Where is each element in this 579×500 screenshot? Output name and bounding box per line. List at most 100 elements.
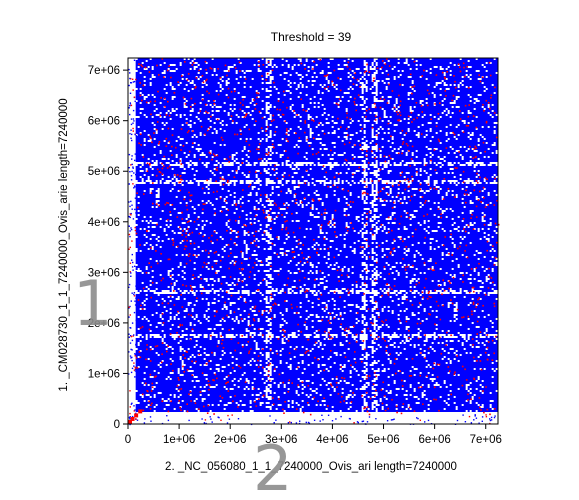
forward-match-strip bbox=[271, 60, 286, 62]
forward-match-strip bbox=[345, 60, 352, 62]
forward-match-strip bbox=[347, 64, 364, 66]
forward-match-strip bbox=[191, 124, 222, 126]
forward-match-strip bbox=[463, 156, 470, 158]
forward-match-strip bbox=[419, 332, 434, 334]
forward-match-strip bbox=[285, 320, 312, 322]
forward-match-strip bbox=[491, 114, 496, 116]
forward-match-strip bbox=[449, 394, 474, 396]
forward-match-strip bbox=[151, 78, 182, 80]
forward-match-strip bbox=[455, 246, 498, 248]
forward-match-strip bbox=[251, 102, 266, 104]
forward-match-strip bbox=[431, 366, 498, 368]
forward-match-strip bbox=[423, 190, 426, 192]
forward-match-strip bbox=[315, 344, 320, 346]
sparse-match-point bbox=[134, 197, 137, 199]
forward-match-strip bbox=[199, 144, 220, 146]
forward-match-strip bbox=[307, 164, 310, 166]
forward-match-strip bbox=[135, 268, 138, 270]
forward-match-strip bbox=[473, 322, 492, 324]
forward-match-strip bbox=[209, 302, 212, 304]
reverse-match-point bbox=[410, 195, 413, 198]
forward-match-strip bbox=[351, 138, 362, 140]
forward-match-strip bbox=[171, 394, 174, 396]
forward-match-strip bbox=[373, 134, 376, 136]
forward-match-strip bbox=[367, 70, 376, 72]
forward-match-strip bbox=[137, 164, 142, 166]
reverse-match-point bbox=[173, 304, 176, 306]
reverse-match-point bbox=[387, 407, 389, 410]
forward-match-strip bbox=[281, 312, 294, 314]
forward-match-strip bbox=[443, 212, 462, 214]
forward-match-strip bbox=[231, 402, 236, 404]
forward-match-strip bbox=[413, 312, 418, 314]
forward-match-strip bbox=[347, 164, 350, 166]
forward-match-strip bbox=[321, 344, 324, 346]
forward-match-strip bbox=[415, 256, 466, 258]
forward-match-strip bbox=[467, 352, 470, 354]
forward-match-strip bbox=[135, 404, 148, 406]
forward-match-strip bbox=[377, 192, 386, 194]
forward-match-strip bbox=[367, 64, 372, 66]
forward-match-strip bbox=[281, 382, 288, 384]
forward-match-strip bbox=[397, 358, 406, 360]
forward-match-strip bbox=[311, 270, 316, 272]
forward-match-strip bbox=[235, 278, 238, 280]
forward-match-strip bbox=[271, 296, 306, 298]
forward-match-strip bbox=[135, 368, 178, 370]
forward-match-strip bbox=[485, 108, 498, 110]
forward-match-strip bbox=[271, 134, 274, 136]
forward-match-strip bbox=[233, 162, 236, 164]
forward-match-strip bbox=[243, 286, 268, 288]
reverse-match-point bbox=[274, 164, 276, 167]
reverse-match-point bbox=[221, 139, 224, 141]
forward-match-strip bbox=[353, 334, 356, 336]
forward-match-strip bbox=[411, 394, 422, 396]
forward-match-strip bbox=[147, 236, 158, 238]
sparse-match-point bbox=[299, 420, 301, 422]
forward-match-strip bbox=[421, 196, 442, 198]
forward-match-strip bbox=[313, 246, 330, 248]
sparse-match-point bbox=[493, 416, 496, 419]
forward-match-strip bbox=[407, 152, 412, 154]
forward-match-strip bbox=[405, 294, 420, 296]
reverse-match-point bbox=[415, 102, 418, 104]
forward-match-strip bbox=[315, 96, 336, 98]
forward-match-strip bbox=[385, 278, 394, 280]
forward-match-strip bbox=[413, 160, 424, 162]
reverse-match-point bbox=[350, 401, 353, 403]
sparse-match-point bbox=[424, 421, 426, 423]
forward-match-strip bbox=[135, 122, 152, 124]
forward-match-strip bbox=[485, 156, 488, 158]
forward-match-strip bbox=[145, 80, 188, 82]
forward-match-strip bbox=[481, 334, 486, 336]
forward-match-strip bbox=[367, 276, 372, 278]
forward-match-strip bbox=[147, 286, 168, 288]
forward-match-strip bbox=[449, 352, 454, 354]
forward-match-strip bbox=[197, 300, 218, 302]
forward-match-strip bbox=[135, 94, 142, 96]
forward-match-strip bbox=[223, 80, 226, 82]
forward-match-strip bbox=[377, 90, 414, 92]
forward-match-strip bbox=[141, 340, 162, 342]
reverse-match-point bbox=[255, 405, 258, 407]
forward-match-strip bbox=[401, 132, 418, 134]
forward-match-strip bbox=[283, 64, 288, 66]
forward-match-strip bbox=[243, 254, 252, 256]
forward-match-strip bbox=[313, 272, 316, 274]
forward-match-strip bbox=[135, 84, 144, 86]
reverse-match-point bbox=[413, 85, 416, 88]
reverse-match-point bbox=[269, 362, 271, 365]
forward-match-strip bbox=[261, 332, 268, 334]
forward-match-strip bbox=[415, 344, 418, 346]
forward-match-strip bbox=[475, 228, 478, 230]
forward-match-strip bbox=[349, 408, 362, 410]
forward-match-strip bbox=[297, 88, 326, 90]
sparse-match-point bbox=[128, 233, 131, 236]
reverse-match-point bbox=[454, 371, 456, 374]
forward-match-strip bbox=[305, 368, 326, 370]
forward-match-strip bbox=[479, 100, 498, 102]
forward-match-strip bbox=[387, 200, 390, 202]
forward-match-strip bbox=[409, 122, 428, 124]
reverse-match-point bbox=[330, 350, 332, 352]
reverse-match-point bbox=[320, 293, 323, 296]
